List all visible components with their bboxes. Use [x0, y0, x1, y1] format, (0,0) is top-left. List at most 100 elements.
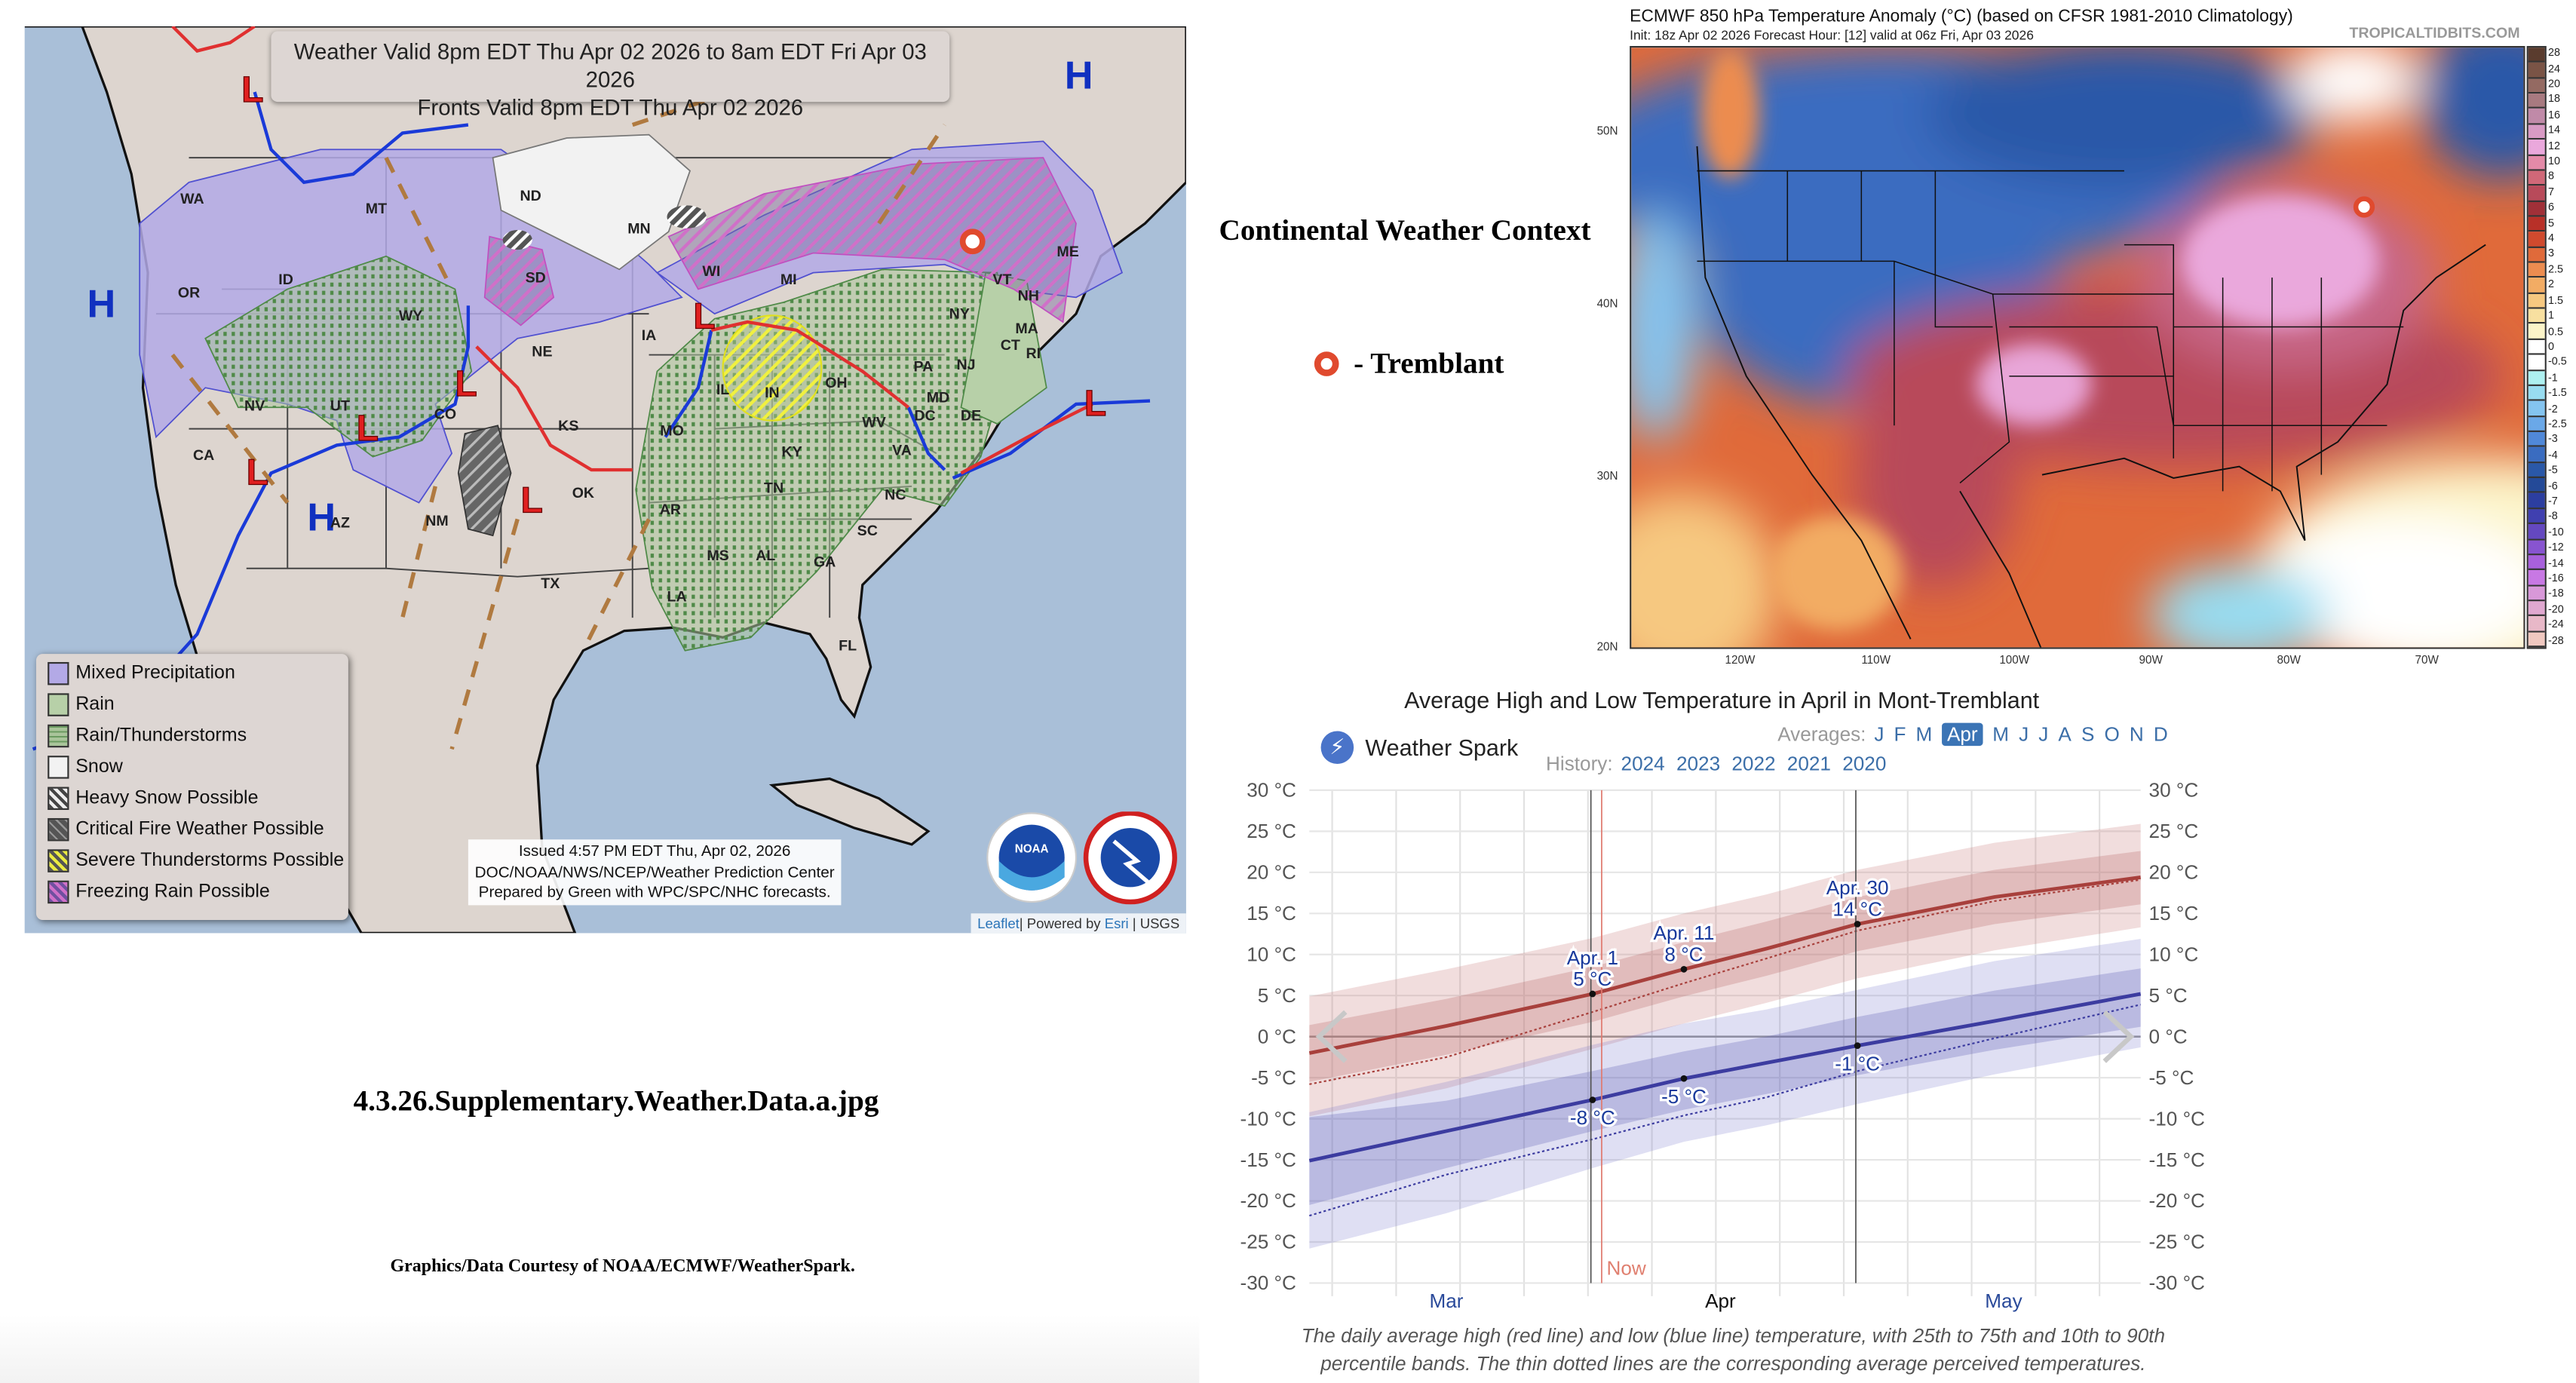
temperature-anomaly-map: [1630, 45, 2525, 649]
colorbar-swatch: [2528, 354, 2545, 371]
colorbar-label: -1: [2547, 372, 2558, 385]
month-link[interactable]: A: [2058, 722, 2072, 747]
perceived-low-line: [1309, 1004, 2141, 1217]
y-tick-label-left: 0 °C: [1258, 1025, 1296, 1047]
caption-line-2: percentile bands. The thin dotted lines …: [1320, 1351, 2146, 1375]
legend-swatch: [48, 880, 69, 904]
history-year-link[interactable]: 2020: [1842, 752, 1887, 776]
low-pressure-label: L: [247, 453, 268, 493]
month-link[interactable]: J: [2038, 722, 2049, 747]
colorbar-swatch: [2528, 416, 2545, 432]
high-pressure-centers: H H H: [87, 54, 1093, 540]
annotation-value: -5 °C: [1661, 1085, 1707, 1108]
history-year-link[interactable]: 2024: [1621, 752, 1665, 776]
colorbar-swatch: [2528, 308, 2545, 325]
colorbar-swatch: [2528, 186, 2545, 202]
state-label: NM: [425, 513, 448, 529]
anomaly-canvas: [1631, 48, 2524, 648]
y-tick-label-left: -15 °C: [1240, 1148, 1296, 1171]
state-label: KY: [781, 444, 802, 461]
state-label: GA: [814, 554, 836, 571]
colorbar-label: -16: [2547, 573, 2564, 585]
legend-swatch: [48, 787, 69, 811]
colorbar-label: -1.5: [2547, 388, 2567, 400]
state-label: CO: [434, 406, 456, 423]
colorbar-swatch: [2528, 324, 2545, 340]
month-link[interactable]: J: [2019, 722, 2029, 747]
colorbar-label: -4: [2547, 449, 2558, 462]
annotation-date: Apr. 1: [1567, 946, 1618, 969]
y-tick-label-left: -10 °C: [1240, 1107, 1296, 1130]
colorbar-swatch: [2528, 201, 2545, 217]
weatherspark-logo[interactable]: ⚡︎ Weather Spark: [1320, 731, 1519, 765]
history-year-link[interactable]: 2023: [1676, 752, 1721, 776]
prepared-by: Prepared by Green with WPC/SPC/NHC forec…: [478, 884, 831, 903]
annotation-value: 8 °C: [1664, 943, 1703, 965]
month-link[interactable]: M: [1915, 722, 1933, 747]
state-label: MN: [627, 220, 650, 237]
month-link[interactable]: J: [1874, 722, 1884, 747]
snow-area: [492, 133, 692, 271]
high-10-90-band: [1309, 823, 2141, 1117]
esri-link[interactable]: Esri: [1104, 915, 1129, 932]
annotation-value: 5 °C: [1573, 967, 1612, 990]
colorbar-swatch: [2528, 63, 2545, 78]
annotation-point: [1854, 1042, 1861, 1050]
colorbar-swatch: [2528, 431, 2545, 448]
chevron-right-icon[interactable]: [2102, 1010, 2135, 1063]
colorbar-swatch: [2528, 385, 2545, 402]
map-key: - Tremblant: [1314, 347, 1504, 382]
month-link[interactable]: N: [2129, 722, 2144, 747]
chevron-left-icon[interactable]: [1315, 1010, 1348, 1063]
state-label: NV: [244, 398, 265, 415]
colorbar-swatch: [2528, 170, 2545, 186]
state-label: FL: [839, 638, 857, 655]
history-nav: History: 2024 2023 2022 2021 2020: [1546, 753, 1886, 775]
month-link[interactable]: F: [1894, 722, 1906, 747]
month-link[interactable]: D: [2153, 722, 2168, 747]
brand-name: Weather Spark: [1365, 734, 1519, 761]
annotation-value: -8 °C: [1570, 1106, 1615, 1129]
leaflet-link[interactable]: Leaflet: [977, 915, 1020, 932]
state-label: WA: [180, 191, 204, 207]
annotation-value: -1 °C: [1835, 1052, 1880, 1075]
legend-label: Heavy Snow Possible: [75, 788, 259, 808]
tremblant-marker: [2353, 196, 2375, 218]
colorbar-swatch: [2528, 632, 2545, 648]
history-year-link[interactable]: 2022: [1731, 752, 1776, 776]
y-tick-label-right: 10 °C: [2149, 943, 2199, 965]
annotation-point: [1680, 1075, 1688, 1082]
issuing-agency: DOC/NOAA/NWS/NCEP/Weather Prediction Cen…: [474, 863, 835, 882]
history-year-link[interactable]: 2021: [1786, 752, 1831, 776]
state-label: MI: [780, 271, 797, 288]
state-label: IA: [642, 327, 657, 344]
month-link[interactable]: S: [2081, 722, 2095, 747]
colorbar-swatch: [2528, 570, 2545, 586]
lat-label: 30N: [1596, 471, 1618, 483]
colorbar-label: -6: [2547, 480, 2558, 492]
colorbar-label: 0: [2547, 341, 2554, 354]
temperature-chart[interactable]: 30 °C 30 °C 25 °C 25 °C 20 °C 20 °C 15 °C 15 °C…: [1199, 772, 2250, 1314]
wpc-surface-map[interactable]: H H H L L L L L L L WA OR ID MT WY NV UT CO CA AZ…: [24, 26, 1186, 934]
month-link[interactable]: M: [1992, 722, 2010, 747]
lat-label: 40N: [1596, 299, 1618, 311]
y-tick-label-left: 10 °C: [1247, 943, 1296, 965]
state-label: IN: [765, 385, 780, 401]
month-link[interactable]: O: [2104, 722, 2120, 747]
y-tick-label-left: -30 °C: [1240, 1271, 1296, 1294]
y-tick-label-left: 25 °C: [1247, 820, 1296, 842]
fire-weather-area: [457, 425, 512, 537]
lon-label: 80W: [2277, 655, 2301, 667]
month-link[interactable]: Apr: [1942, 722, 1983, 747]
state-label: SD: [526, 270, 546, 287]
state-label: TX: [541, 575, 560, 592]
attribution-text: | Powered by: [1019, 915, 1105, 932]
state-labels: WA OR ID MT WY NV UT CO CA AZ NM ND SD NE KS OK TX MN WI IA…: [178, 188, 1079, 655]
troughs: [170, 90, 946, 750]
legend-swatch: [48, 817, 69, 842]
legend-swatch: [48, 724, 69, 748]
state-label: DC: [914, 408, 935, 425]
map-title-fronts-valid: Fronts Valid 8pm EDT Thu Apr 02 2026: [417, 95, 804, 121]
state-label: VT: [992, 271, 1011, 288]
